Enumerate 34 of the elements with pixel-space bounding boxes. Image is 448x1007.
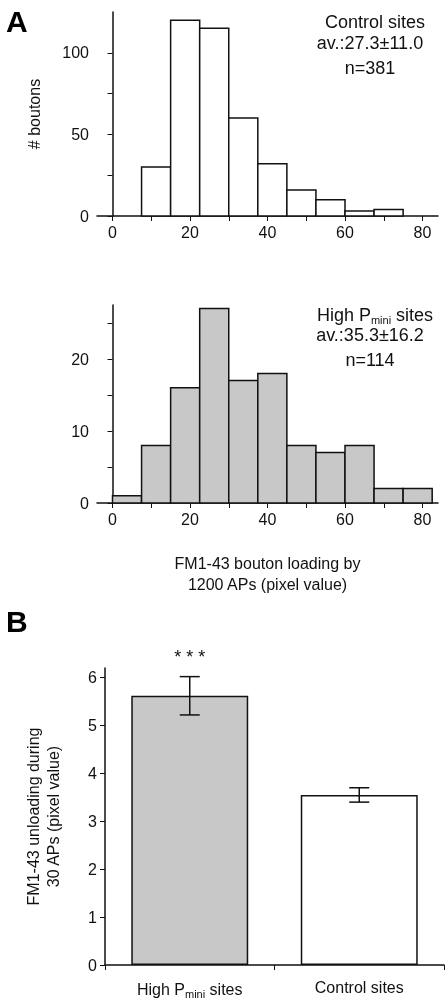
x-tick-label: 40 [258, 510, 277, 528]
annotation: av.:35.3±16.2 [316, 325, 424, 345]
x-tick-label: 40 [258, 223, 277, 241]
text: * * * [174, 647, 206, 667]
annotation: av.:27.3±11.0 [316, 33, 424, 53]
y-tick-label: 20 [71, 350, 90, 368]
y-tick-label: 0 [80, 494, 90, 512]
x-tick-label: 80 [413, 223, 432, 241]
x-tick-label: 0 [108, 510, 118, 528]
y-tick-label: 6 [88, 669, 98, 687]
y-tick-label: 0 [88, 956, 98, 974]
y-tick-label: 1 [88, 908, 98, 926]
y-tick-label: 0 [80, 207, 90, 225]
text: B [6, 604, 28, 638]
y-tick-label: 100 [62, 44, 90, 62]
y-axis-title: FM1-43 unloading during 30 APs (pixel value) [24, 727, 62, 906]
x-axis-title: FM1-43 bouton loading by 1200 APs (pixel value) [174, 555, 361, 593]
x-tick-label: 0 [108, 223, 118, 241]
y-tick-label: 50 [71, 125, 90, 143]
y-tick-label: 5 [88, 716, 98, 734]
x-tick-label: 60 [336, 510, 354, 528]
y-tick-label: 3 [88, 812, 98, 830]
y-tick-label: 10 [71, 422, 90, 440]
x-tick-label: 20 [181, 223, 199, 241]
annotation: n=381 [344, 58, 396, 78]
y-tick-label: 2 [88, 860, 98, 878]
x-tick-label: 80 [413, 510, 432, 528]
x-tick-label: 60 [336, 223, 354, 241]
annotation: n=114 [345, 350, 395, 370]
y-tick-label: 4 [88, 764, 98, 782]
y-axis-title: # boutons [25, 78, 43, 150]
text: A [6, 4, 28, 38]
x-tick-label: 20 [181, 510, 199, 528]
chart-title: Control sites [324, 12, 426, 32]
